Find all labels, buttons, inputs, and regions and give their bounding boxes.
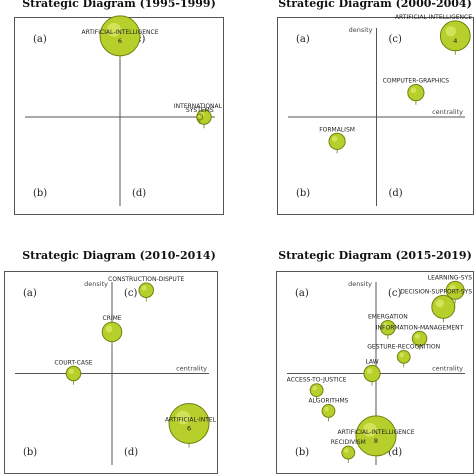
quadrant-label: (d) — [124, 447, 138, 458]
quadrant-label: (d) — [132, 188, 146, 199]
bubble-highlight — [383, 323, 389, 329]
bubble-highlight — [366, 368, 373, 374]
bubble-label: ARTIFICIAL-INTELLIGENCE — [337, 429, 414, 436]
bubble-highlight — [68, 368, 74, 374]
panel-title-2010: Strategic Diagram (2010-2014) — [22, 249, 216, 262]
y-axis-label: density — [84, 280, 108, 288]
quadrant-label: (b) — [33, 188, 47, 199]
bubble-label: ALGORITHMS — [309, 398, 349, 405]
quadrant-label: (b) — [295, 447, 309, 458]
bubble-highlight — [312, 385, 317, 391]
bubble — [309, 383, 324, 398]
bubble-highlight — [399, 352, 405, 358]
bubble-label: EMERGATION — [368, 313, 408, 320]
bubble — [363, 364, 381, 383]
bubble-highlight — [176, 410, 191, 425]
x-axis-label: centrality — [432, 365, 463, 373]
bubble-highlight — [324, 406, 329, 412]
bubble-highlight — [435, 299, 444, 308]
bubble — [431, 294, 456, 319]
bubble-highlight — [449, 284, 456, 291]
bubble — [407, 84, 425, 102]
plot-area-1995: (a)(b)(c)(d)ARTIFICIAL-INTELLIGENCE6INTE… — [25, 15, 223, 206]
bubble-label: ARTIFICIAL-INTELLIGENCE — [81, 29, 158, 36]
bubble-highlight — [363, 422, 377, 437]
bubble — [196, 113, 204, 121]
bubble — [396, 349, 411, 364]
bubble-highlight — [344, 448, 349, 453]
bubble — [321, 404, 336, 418]
bubble-count: 6 — [187, 424, 191, 432]
bubble-label: COMPUTER-GRAPHICS — [383, 78, 450, 85]
bubble-highlight — [331, 136, 338, 142]
x-axis-label: centrality — [176, 365, 207, 373]
quadrant-label: (b) — [23, 447, 37, 458]
bubble-count: 6 — [118, 37, 122, 45]
x-axis-label: centrality — [432, 108, 463, 116]
bubble-label: INFORMATION-MANAGEMENT — [376, 324, 464, 331]
bubble-highlight — [414, 333, 420, 339]
quadrant-label: (d) — [388, 447, 402, 458]
bubble — [439, 20, 471, 52]
bubble — [101, 321, 123, 343]
bubble-highlight — [105, 325, 113, 333]
bubble-label: FORMALISM — [319, 126, 355, 133]
bubble-label: GESTURE-RECOGNITION — [367, 343, 440, 350]
quadrant-label: (c) — [388, 288, 402, 299]
strategic-diagram-2000: (a) (b) (c) (d) density centrality ARTIFICIAL-… — [277, 14, 474, 215]
bubble-label: CRIME — [102, 315, 121, 322]
strategic-diagram-2010: (a) (b) (c) (d) density centrality CONSTRUCTIO… — [4, 271, 218, 474]
bubble-label: ARTIFICIAL-INTEL — [165, 416, 217, 423]
quadrant-label: (c) — [124, 288, 138, 299]
bubble-label: LEARNING-SYS — [428, 274, 472, 281]
bubble-label: SYSTEMS — [186, 107, 214, 114]
bubble-label: INTERNATIONAL — [174, 103, 223, 110]
quadrant-label: (a) — [295, 288, 309, 299]
quadrant-label: (a) — [296, 34, 310, 45]
bubble-highlight — [141, 285, 147, 291]
quadrant-label: (c) — [389, 34, 403, 45]
bubble — [65, 365, 82, 382]
strategic-diagram-2015: (a) (b) (c) (d) density centrality LEARNING-SY… — [276, 271, 474, 474]
bubble-label: COURT-CASE — [54, 359, 92, 366]
bubble-count: 8 — [374, 437, 378, 445]
bubble-highlight — [410, 87, 417, 94]
quadrant-label: (a) — [33, 34, 47, 45]
bubble-label: CONSTRUCTION-DISPUTE — [108, 276, 184, 283]
panel-title-2015: Strategic Diagram (2015-2019) — [278, 249, 472, 262]
panel-title-1995: Strategic Diagram (1995-1999) — [22, 0, 216, 10]
plot-area-2015: (a) (b) (c) (d) density centrality LEARNING-SY… — [287, 274, 472, 465]
bubble-highlight — [107, 22, 121, 37]
bubble-label: DECISION-SUPPORT-SYS — [400, 288, 472, 295]
bubble — [138, 282, 154, 299]
quadrant-label: (b) — [296, 188, 310, 199]
panel-title-2000: Strategic Diagram (2000-2004) — [278, 0, 472, 10]
bubble-highlight — [197, 115, 200, 118]
plot-area-2000: (a) (b) (c) (d) density centrality ARTIFICIAL-… — [288, 14, 472, 206]
bubble — [341, 445, 356, 460]
bubble-highlight — [445, 26, 457, 37]
plot-area-2010: (a) (b) (c) (d) density centrality CONSTRUCTIO… — [15, 276, 217, 465]
bubble-label: ARTIFICIAL-INTELLIGENCE — [395, 14, 472, 21]
strategic-diagram-1995: (a)(b)(c)(d)ARTIFICIAL-INTELLIGENCE6INTE… — [14, 15, 224, 215]
bubble-label: RECIDIVISM — [331, 439, 366, 446]
bubble-label: LAW — [365, 358, 378, 365]
y-axis-label: density — [349, 26, 373, 34]
bubble-label: ACCESS-TO-JUSTICE — [287, 377, 347, 384]
quadrant-label: (d) — [389, 188, 403, 199]
bubble-count: 4 — [453, 37, 457, 45]
y-axis-label: density — [348, 280, 372, 288]
bubble — [328, 132, 346, 150]
quadrant-label: (a) — [23, 288, 37, 299]
